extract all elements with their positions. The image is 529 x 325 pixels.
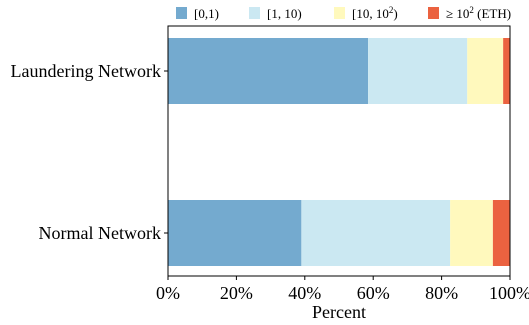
legend: [0,1) [1, 10) [10, 102) ≥ 102 (ETH) [176,5,511,21]
bar-segment [467,38,504,104]
y-axis: Laundering Network Normal Network [11,61,168,243]
bar-segment [503,38,510,104]
x-tick-label: 80% [425,283,458,303]
x-tick-label: 100% [489,283,529,303]
legend-swatch [334,7,345,19]
bar-segment [450,200,493,266]
legend-label: ≥ 102 (ETH) [446,5,511,21]
bar-segment [368,38,468,104]
bar-segment [301,200,451,266]
x-axis-label: Percent [312,302,366,322]
axes-frame [167,25,511,277]
legend-swatch [428,7,439,19]
y-tick-label: Laundering Network [11,61,161,81]
x-axis: 0% 20% 40% 60% 80% 100% [156,276,529,303]
bars [168,38,510,266]
legend-swatch [249,7,260,19]
x-tick-label: 60% [357,283,390,303]
legend-label: [0,1) [194,6,219,21]
bar-segment [168,38,369,104]
x-tick-label: 40% [288,283,321,303]
bar-segment [168,200,302,266]
x-tick-label: 0% [156,283,180,303]
bar-segment [492,200,510,266]
legend-swatch [176,7,187,19]
legend-label: [10, 102) [352,5,398,21]
y-tick-label: Normal Network [39,223,161,243]
legend-label: [1, 10) [267,6,302,21]
x-tick-label: 20% [220,283,253,303]
